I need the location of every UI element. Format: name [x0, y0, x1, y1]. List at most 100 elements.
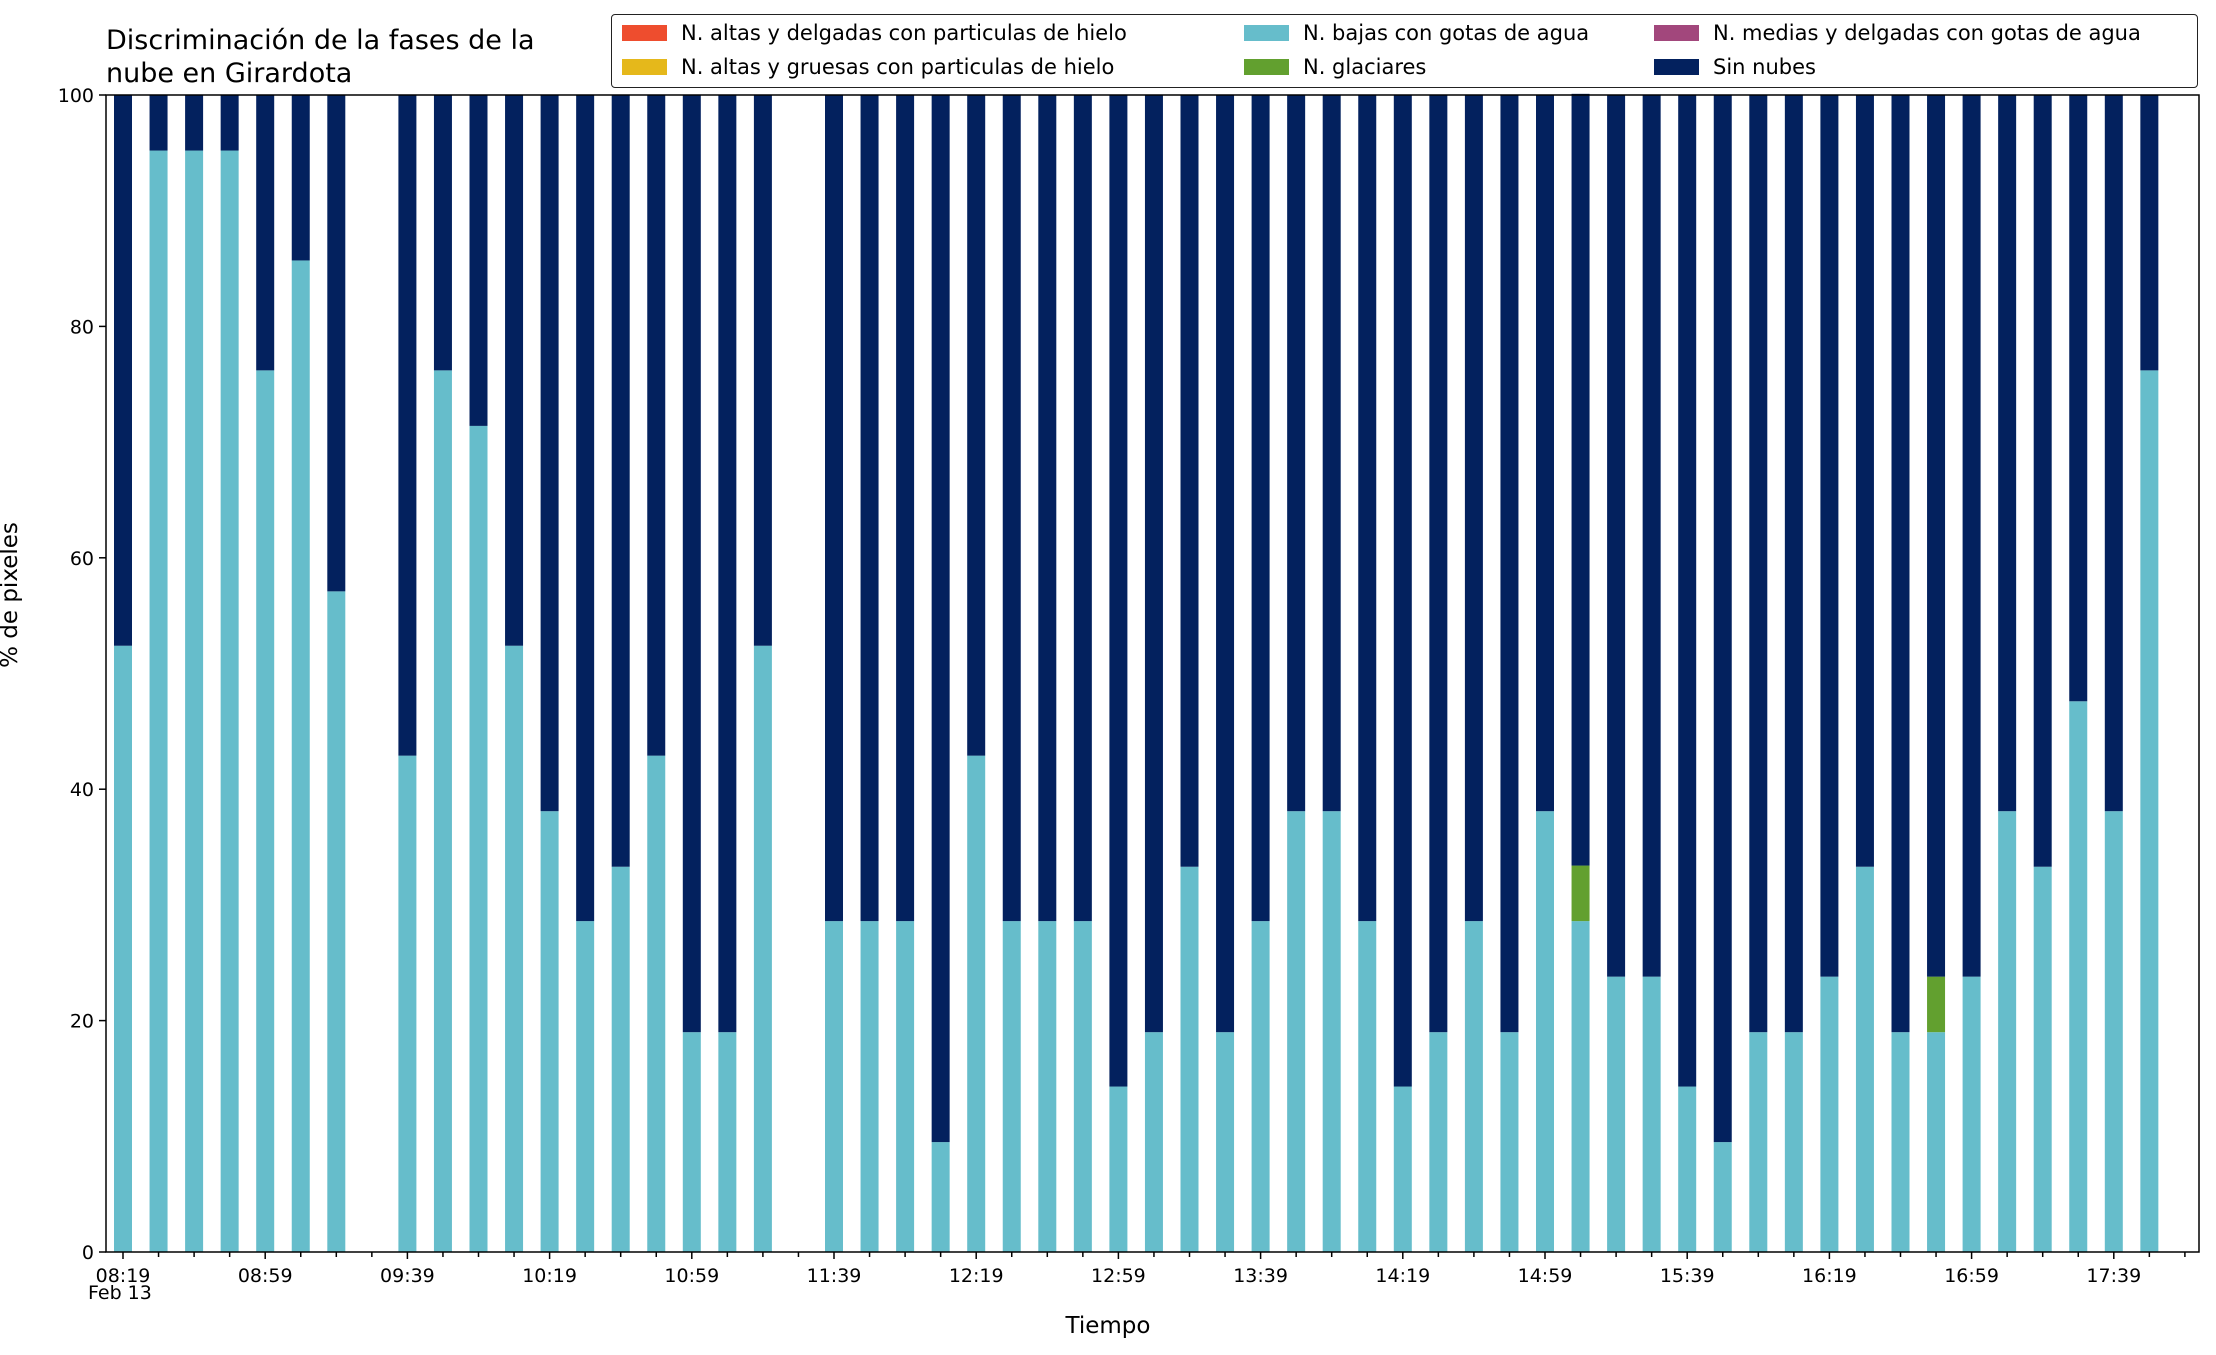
bar-segment — [967, 95, 986, 756]
bar-segment — [647, 95, 666, 756]
legend-swatch — [622, 25, 667, 41]
bar-segment — [1642, 976, 1661, 1252]
bar-segment — [825, 95, 843, 922]
bar-segment — [469, 95, 488, 426]
bar-segment — [647, 755, 666, 1252]
bar-segment — [1536, 811, 1554, 1252]
x-tick-label: 08:59 — [238, 1265, 293, 1287]
bar-segment — [1678, 95, 1697, 1087]
bar-segment — [1429, 1032, 1448, 1252]
bar-segment — [1571, 921, 1590, 1252]
legend-item: N. altas y gruesas con particulas de hie… — [622, 55, 1114, 79]
bar-segment — [1820, 95, 1839, 977]
x-axis-label: Tiempo — [1065, 1313, 1151, 1339]
bar-segment — [1607, 976, 1626, 1252]
bar-segment — [718, 95, 737, 1033]
bar-segment — [540, 811, 559, 1252]
bar-segment — [398, 755, 417, 1252]
bar-segment — [2104, 811, 2123, 1252]
chart-title-line-2: nube en Girardota — [106, 58, 353, 89]
bar-segment — [1180, 866, 1199, 1252]
legend-label: N. altas y gruesas con particulas de hie… — [681, 55, 1115, 79]
y-tick-label: 100 — [58, 85, 94, 107]
bar-segment — [1251, 921, 1270, 1252]
bar-segment — [1749, 95, 1768, 1033]
bar-segment — [611, 95, 630, 867]
bar-segment — [220, 150, 239, 1252]
y-axis-label: % de pixeles — [0, 522, 50, 668]
bar-segment — [1927, 976, 1946, 1033]
chart-title-line-1: Discriminación de la fases de la — [106, 25, 535, 56]
bar-segment — [1322, 95, 1341, 812]
bar-segment — [1464, 921, 1483, 1252]
legend-item: N. bajas con gotas de agua — [1244, 21, 1589, 45]
x-tick-label: 09:39 — [380, 1265, 435, 1287]
y-tick-label: 60 — [70, 548, 94, 570]
bar-segment — [256, 95, 275, 371]
bar-segment — [149, 150, 168, 1252]
bar-segment — [1642, 95, 1661, 977]
legend-swatch — [1244, 25, 1289, 41]
legend-label: Sin nubes — [1713, 55, 1816, 79]
bar-segment — [931, 95, 950, 1143]
y-tick-label: 40 — [70, 779, 94, 801]
bar-segment — [1749, 1032, 1768, 1252]
bar-segment — [1002, 95, 1021, 922]
bar-segment — [825, 921, 843, 1252]
x-tick-label: 12:59 — [1091, 1265, 1146, 1287]
bar-segment — [433, 370, 452, 1252]
bar-segment — [1180, 95, 1199, 867]
bar-segment — [1713, 95, 1732, 1143]
bar-segment — [682, 95, 701, 1033]
legend-label: N. bajas con gotas de agua — [1303, 21, 1590, 45]
bar-segment — [1571, 93, 1590, 866]
bar-segment — [1358, 95, 1377, 922]
legend-swatch — [1654, 59, 1699, 75]
legend-item: N. altas y delgadas con particulas de hi… — [622, 21, 1127, 45]
x-tick-label: 10:59 — [664, 1265, 719, 1287]
bar-segment — [1038, 921, 1057, 1252]
bar-segment — [1713, 1142, 1732, 1252]
legend-swatch — [622, 59, 667, 75]
bar-segment — [896, 921, 915, 1252]
bar-segment — [1393, 95, 1412, 1087]
bar-segment — [1038, 95, 1057, 922]
bar-segment — [1536, 95, 1554, 812]
x-tick-label: 13:39 — [1233, 1265, 1288, 1287]
legend-item: N. glaciares — [1244, 55, 1426, 79]
bar-segment — [1784, 95, 1803, 1033]
bar-segment — [753, 645, 772, 1252]
bar-segment — [1927, 1032, 1946, 1252]
bar-segment — [1962, 95, 1981, 977]
bar-segment — [2069, 95, 2088, 702]
bar-segment — [1784, 1032, 1803, 1252]
bar-segment — [2104, 95, 2123, 812]
bar-segment — [185, 95, 204, 151]
legend-item: Sin nubes — [1654, 55, 1816, 79]
x-tick-label: 11:39 — [807, 1265, 862, 1287]
bar-segment — [291, 260, 310, 1252]
bar-segment — [256, 370, 275, 1252]
bar-segment — [718, 1032, 737, 1252]
bar-segment — [1927, 95, 1946, 977]
bar-segment — [540, 95, 559, 812]
bar-segment — [327, 95, 346, 592]
bar-segment — [1891, 95, 1910, 1033]
bar-segment — [2140, 370, 2159, 1252]
axes-layer: 0 20 40 60 80 100 08:19 08:59 09:39 10:19 10:59 11:… — [58, 85, 2200, 1287]
bar-segment — [1998, 95, 2017, 812]
bar-segment — [576, 921, 595, 1252]
bars-layer — [114, 93, 2159, 1252]
bar-segment — [967, 755, 986, 1252]
legend-label: N. medias y delgadas con gotas de agua — [1713, 21, 2141, 45]
x-tick-label: 16:19 — [1802, 1265, 1857, 1287]
bar-segment — [1216, 1032, 1235, 1252]
legend-label: N. altas y delgadas con particulas de hi… — [681, 21, 1127, 45]
y-tick-label: 20 — [70, 1011, 94, 1033]
bar-segment — [1500, 1032, 1519, 1252]
y-tick-label: 80 — [70, 316, 94, 338]
legend-swatch — [1244, 59, 1289, 75]
x-axis-date-label: Feb 13 — [88, 1282, 152, 1304]
bar-segment — [433, 95, 452, 371]
